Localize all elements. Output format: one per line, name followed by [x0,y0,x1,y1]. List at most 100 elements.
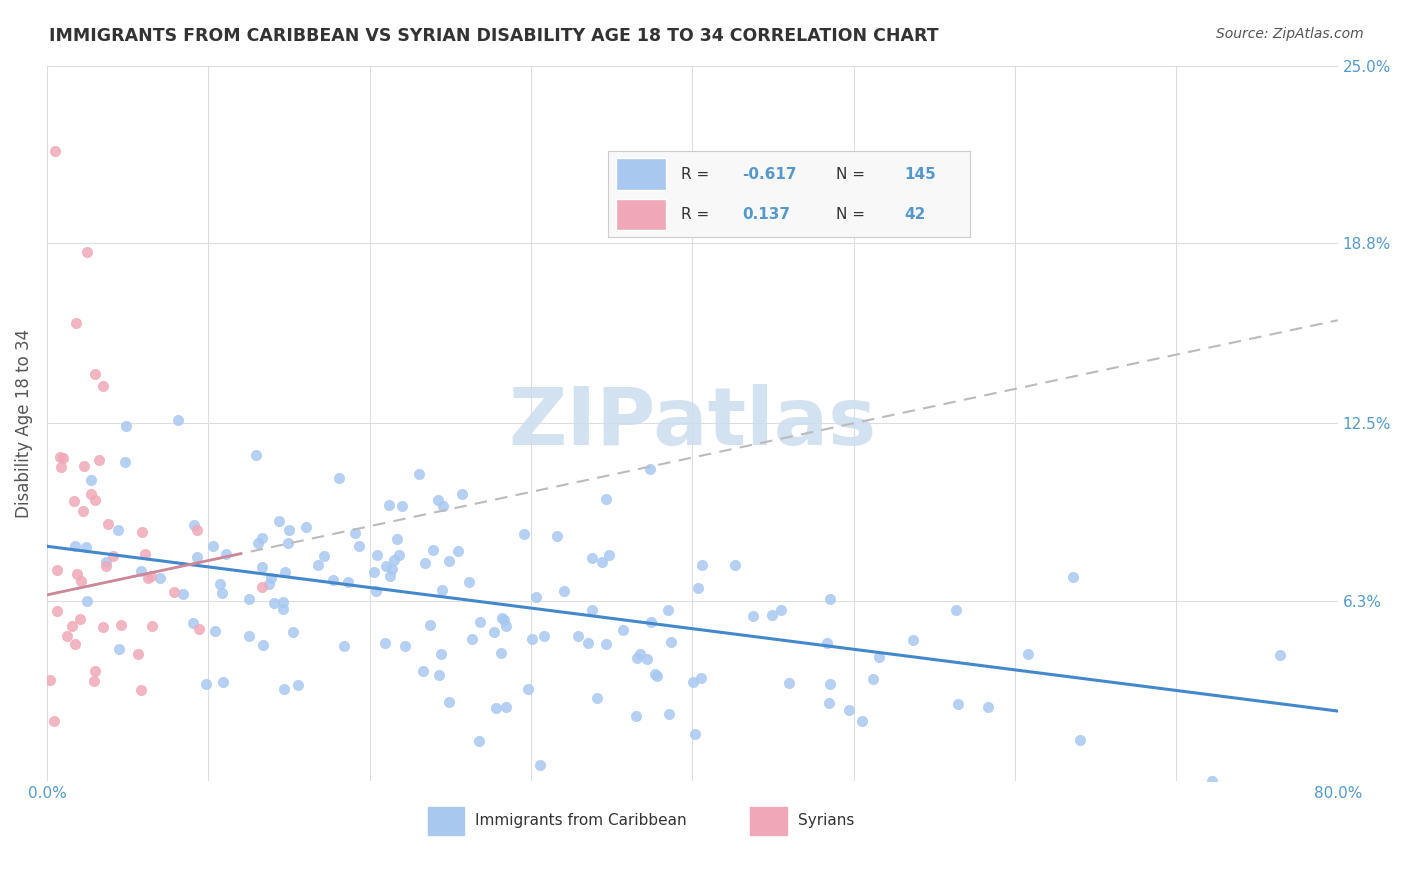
Point [581,603,603,617]
Point [141,619,163,633]
Point [271,595,294,609]
Point [491,611,513,625]
Point [129,564,152,578]
Text: Source: ZipAtlas.com: Source: ZipAtlas.com [1216,27,1364,41]
Point [427,492,450,507]
Point [901,632,924,647]
Point [250,531,273,545]
Point [91,620,114,634]
Point [686,581,709,595]
Point [183,518,205,533]
Point [1017,647,1039,661]
Point [212,675,235,690]
Point [69,612,91,626]
Point [91,378,114,392]
Point [770,603,793,617]
Point [457,574,479,589]
Point [51,460,73,475]
Point [778,675,800,690]
Point [76,594,98,608]
Point [640,615,662,630]
Point [460,632,482,646]
Point [366,548,388,562]
Point [581,550,603,565]
Point [945,603,967,617]
Point [322,573,344,587]
Point [202,539,225,553]
Point [388,549,411,563]
Point [70,574,93,588]
Point [136,571,159,585]
Point [332,639,354,653]
Point [495,619,517,633]
Point [129,683,152,698]
Point [378,498,401,512]
Point [657,602,679,616]
Point [76,244,98,259]
Point [46,604,69,618]
Point [419,618,441,632]
Point [553,584,575,599]
Point [94,558,117,573]
Point [245,448,267,462]
Point [546,529,568,543]
Point [215,547,238,561]
Point [75,540,97,554]
Point [381,562,404,576]
Point [817,696,839,710]
Point [63,539,86,553]
Point [312,549,335,563]
Point [308,558,330,572]
Point [595,492,617,507]
Point [55,629,77,643]
Point [72,504,94,518]
Point [385,532,408,546]
Point [83,674,105,689]
Point [468,615,491,629]
Point [591,555,613,569]
Point [186,550,208,565]
Point [45,563,67,577]
Y-axis label: Disability Age 18 to 34: Disability Age 18 to 34 [15,328,32,517]
Point [52,451,75,466]
Point [238,591,260,606]
Point [636,652,658,666]
Point [567,629,589,643]
Point [742,608,765,623]
Point [257,577,280,591]
Point [66,567,89,582]
Point [97,516,120,531]
Point [422,543,444,558]
Point [211,586,233,600]
Point [413,556,436,570]
Point [437,695,460,709]
Point [682,675,704,690]
Point [84,664,107,678]
Point [1201,773,1223,788]
Point [820,676,842,690]
Point [946,697,969,711]
Point [517,681,540,696]
Text: Immigrants from Caribbean: Immigrants from Caribbean [475,814,688,829]
Point [250,559,273,574]
Point [263,596,285,610]
Point [977,700,1000,714]
Point [246,536,269,550]
Point [238,629,260,643]
Point [347,539,370,553]
Point [49,450,72,464]
Point [576,635,599,649]
Point [494,613,516,627]
Point [250,581,273,595]
Point [868,649,890,664]
Point [271,601,294,615]
Point [624,709,647,723]
Point [252,638,274,652]
Point [495,700,517,714]
Point [63,637,86,651]
Point [640,462,662,476]
Point [427,667,450,681]
Point [363,566,385,580]
Point [194,677,217,691]
Text: IMMIGRANTS FROM CARIBBEAN VS SYRIAN DISABILITY AGE 18 TO 34 CORRELATION CHART: IMMIGRANTS FROM CARIBBEAN VS SYRIAN DISA… [49,27,939,45]
